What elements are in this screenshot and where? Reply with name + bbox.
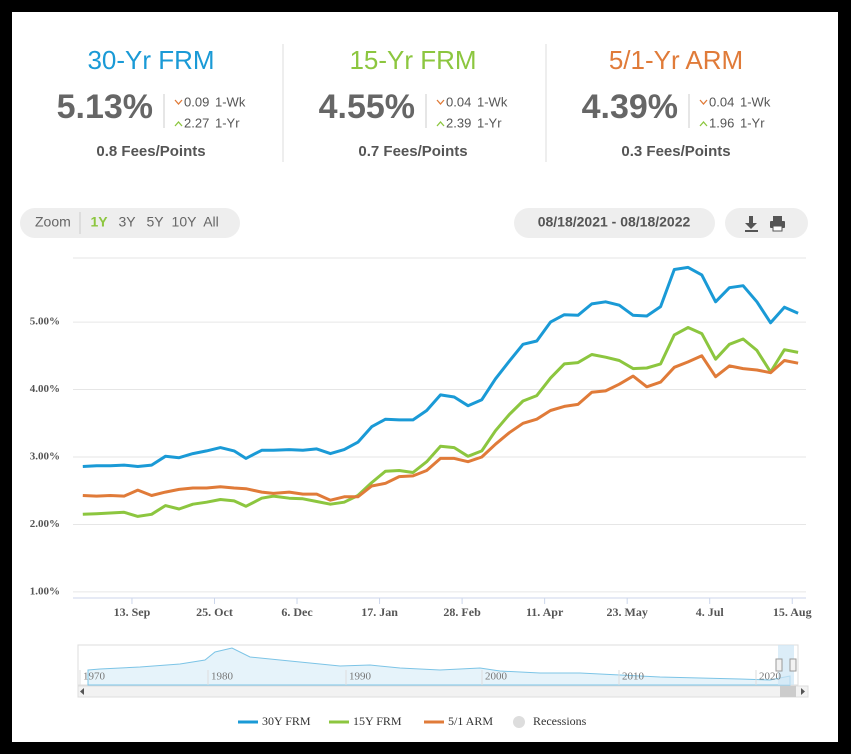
navigator xyxy=(77,644,809,698)
navigator-label: 1990 xyxy=(349,671,372,683)
year-change: 1.96 xyxy=(709,115,734,130)
x-tick-label: 28. Feb xyxy=(443,605,481,619)
navigator-window[interactable] xyxy=(778,645,794,685)
scrollbar[interactable] xyxy=(77,685,809,698)
panel xyxy=(12,12,838,742)
down-arrow xyxy=(699,99,708,105)
year-label: 1-Yr xyxy=(477,115,502,130)
rate-title: 30-Yr FRM xyxy=(87,45,214,75)
y-tick-label: 1.00% xyxy=(30,585,60,597)
navigator-label: 2010 xyxy=(622,671,645,683)
navigator-handle[interactable] xyxy=(789,658,797,672)
year-change: 2.39 xyxy=(446,115,471,130)
week-label: 1-Wk xyxy=(215,94,246,109)
navigator-label: 1970 xyxy=(83,671,106,683)
legend-label[interactable]: 15Y FRM xyxy=(353,714,402,728)
legend-label[interactable]: 30Y FRM xyxy=(262,714,311,728)
x-tick-label: 15. Aug xyxy=(773,605,812,619)
y-tick-label: 3.00% xyxy=(30,451,60,463)
rate-title: 15-Yr FRM xyxy=(349,45,476,75)
year-label: 1-Yr xyxy=(215,115,240,130)
zoom-label: Zoom xyxy=(35,214,71,230)
download-icon[interactable] xyxy=(745,216,758,232)
fees: 0.7 Fees/Points xyxy=(358,143,467,160)
week-change: 0.04 xyxy=(709,94,734,109)
fees: 0.3 Fees/Points xyxy=(621,143,730,160)
print-icon[interactable] xyxy=(770,216,785,232)
down-arrow xyxy=(174,99,183,105)
zoom-option[interactable]: All xyxy=(203,214,219,230)
x-tick-label: 6. Dec xyxy=(281,605,313,619)
zoom-option[interactable]: 3Y xyxy=(118,214,136,230)
up-arrow xyxy=(436,121,445,127)
week-change: 0.04 xyxy=(446,94,471,109)
series-line xyxy=(82,354,799,502)
series-line xyxy=(82,265,799,468)
x-tick-label: 4. Jul xyxy=(696,605,725,619)
x-tick-label: 11. Apr xyxy=(526,605,564,619)
rate-value: 4.39% xyxy=(582,88,678,126)
year-change: 2.27 xyxy=(184,115,209,130)
fees: 0.8 Fees/Points xyxy=(96,143,205,160)
rate-value: 5.13% xyxy=(57,88,153,126)
y-tick-label: 2.00% xyxy=(30,518,60,530)
up-arrow xyxy=(699,121,708,127)
legend-swatch[interactable] xyxy=(513,716,525,728)
series-line xyxy=(82,326,799,518)
up-arrow xyxy=(174,121,183,127)
x-tick-label: 17. Jan xyxy=(361,605,398,619)
zoom-option[interactable]: 1Y xyxy=(90,214,108,230)
week-label: 1-Wk xyxy=(477,94,508,109)
legend-label[interactable]: Recessions xyxy=(533,714,587,728)
x-tick-label: 23. May xyxy=(607,605,648,619)
rate-title: 5/1-Yr ARM xyxy=(609,45,743,75)
navigator-label: 2000 xyxy=(485,671,508,683)
zoom-option[interactable]: 10Y xyxy=(172,214,198,230)
scroll-right[interactable] xyxy=(801,688,805,695)
date-range-box[interactable] xyxy=(514,208,715,238)
date-range: 08/18/2021 - 08/18/2022 xyxy=(538,214,691,230)
navigator-label: 2020 xyxy=(759,671,782,683)
x-tick-label: 13. Sep xyxy=(114,605,151,619)
zoom-bar xyxy=(20,208,240,238)
zoom-option[interactable]: 5Y xyxy=(146,214,164,230)
week-label: 1-Wk xyxy=(740,94,771,109)
year-label: 1-Yr xyxy=(740,115,765,130)
week-change: 0.09 xyxy=(184,94,209,109)
navigator-handle[interactable] xyxy=(775,658,783,672)
legend-label[interactable]: 5/1 ARM xyxy=(448,714,493,728)
y-tick-label: 5.00% xyxy=(30,316,60,328)
scrollbar-thumb[interactable] xyxy=(780,686,796,697)
export-bar xyxy=(725,208,808,238)
rate-value: 4.55% xyxy=(319,88,415,126)
x-tick-label: 25. Oct xyxy=(196,605,233,619)
down-arrow xyxy=(436,99,445,105)
navigator-series xyxy=(87,647,791,686)
y-tick-label: 4.00% xyxy=(30,383,60,395)
scroll-left[interactable] xyxy=(80,688,84,695)
navigator-label: 1980 xyxy=(211,671,234,683)
